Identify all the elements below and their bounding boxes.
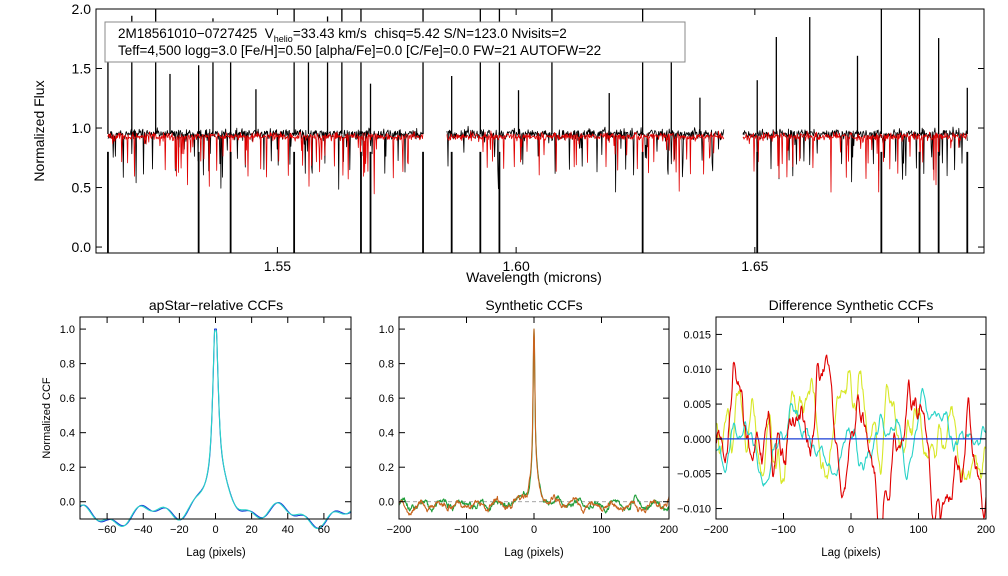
diff-ccf-axes: −200 −100 0 100 200 −0.010 −0.005 0.000 0.005 0.0… (677, 317, 995, 536)
spectrum-ylabel: Normalized Flux (31, 80, 47, 181)
synthetic-ccf-plot-area (398, 328, 670, 516)
annotation-v-subscript: helio (274, 34, 293, 44)
x-tick-label: 0 (531, 524, 537, 536)
annotation-line-2: Teff=4,500 logg=3.0 [Fe/H]=0.50 [alpha/F… (118, 43, 601, 58)
x-tick-label: 100 (909, 524, 927, 536)
annotation-box (104, 21, 686, 63)
x-tick-label: 100 (592, 524, 610, 536)
x-tick-label: 20 (246, 524, 258, 536)
apstar-ccf-ylabel: Normalized CCF (41, 377, 53, 459)
y-tick-label: 1.0 (379, 324, 394, 336)
y-tick-label: 1.0 (72, 120, 92, 136)
apstar-ccf-title: apStar−relative CCFs (149, 297, 283, 313)
x-tick-label: 1.60 (503, 258, 530, 274)
y-tick-label: 0.8 (379, 359, 394, 371)
y-tick-label: 0.2 (379, 462, 394, 474)
y-tick-label: 1.0 (60, 324, 75, 336)
y-tick-label: 0.005 (683, 399, 711, 411)
diff-ccf-title: Difference Synthetic CCFs (769, 297, 934, 313)
x-tick-label: −200 (387, 524, 412, 536)
spectrum-model-line (446, 130, 725, 192)
spectrum-panel: 1.55 1.60 1.65 0.0 0.5 1.0 1.5 2.0 2M18561010−0… (31, 1, 985, 285)
annotation-line-1: 2M18561010−0727425 Vhelio=33.43 km/s chi… (118, 26, 567, 44)
y-tick-label: 0.6 (60, 393, 75, 405)
apstar-ccf-axes: −60 −40 −20 0 20 40 60 0.0 0.2 0.4 0.6 0.8 1.0 (60, 317, 351, 536)
spectrum-observed-line (742, 126, 968, 183)
synthetic-ccf-panel: Synthetic CCFs −200 −100 0 100 200 0.0 0.2 0.4 0… (379, 297, 678, 559)
apstar-ccf-visit2-line (79, 330, 352, 530)
spectrum-model-line (742, 130, 968, 193)
diff-ccf-visit_a-line (716, 370, 986, 485)
y-tick-label: 1.5 (72, 61, 92, 77)
apstar-ccf-visit1-line (79, 328, 352, 529)
apstar-ccf-panel: apStar−relative CCFs −60 −40 −20 0 20 40 60 0.0… (41, 297, 352, 559)
y-tick-label: 2.0 (72, 1, 92, 17)
y-tick-label: 0.4 (379, 428, 394, 440)
x-tick-label: −40 (134, 524, 153, 536)
x-tick-label: 40 (282, 524, 294, 536)
x-tick-label: 0 (848, 524, 854, 536)
synthetic-ccf-visit1-line (398, 328, 670, 514)
y-tick-label: 0.015 (683, 329, 711, 341)
y-tick-label: 0.4 (60, 428, 75, 440)
y-tick-label: 0.6 (379, 393, 394, 405)
spectrum-observed-line (107, 127, 424, 190)
spectrum-xlabel: Wavelength (microns) (466, 269, 602, 285)
synthetic-ccf-title: Synthetic CCFs (485, 297, 582, 313)
apstar-ccf-plot-area (79, 328, 352, 530)
synthetic-ccf-visit2-line (398, 328, 670, 516)
y-tick-label: 0.010 (683, 364, 711, 376)
synthetic-ccf-axes: −200 −100 0 100 200 0.0 0.2 0.4 0.6 0.8 1.0 (379, 317, 678, 536)
diff-ccf-xlabel: Lag (pixels) (821, 547, 881, 559)
x-tick-label: −60 (98, 524, 117, 536)
x-tick-label: −100 (454, 524, 479, 536)
spectrum-frame (95, 8, 985, 254)
apstar-ccf-xlabel: Lag (pixels) (186, 547, 246, 559)
y-tick-label: 0.000 (683, 434, 711, 446)
annotation-star-id: 2M18561010−0727425 (118, 26, 257, 41)
y-tick-label: −0.005 (677, 469, 711, 481)
y-tick-label: 0.0 (60, 497, 75, 509)
apstar-ccf-frame (79, 316, 352, 520)
y-tick-label: 0.2 (60, 462, 75, 474)
x-tick-label: 1.65 (741, 258, 768, 274)
diff-ccf-panel: Difference Synthetic CCFs −200 −100 0 100 20… (677, 297, 995, 559)
x-tick-label: 0 (212, 524, 218, 536)
annotation-v-value: =33.43 km/s (293, 26, 367, 41)
spectrum-model-line (107, 131, 424, 195)
y-tick-label: 0.0 (72, 239, 92, 255)
diff-ccf-visit_c-line (716, 354, 986, 519)
synthetic-ccf-xlabel: Lag (pixels) (504, 547, 564, 559)
diff-ccf-plot-area (716, 354, 986, 519)
spectrum-annotation: 2M18561010−0727425 Vhelio=33.43 km/s chi… (104, 21, 686, 63)
spectrum-axes: 1.55 1.60 1.65 0.0 0.5 1.0 1.5 2.0 (72, 1, 984, 274)
y-tick-label: −0.010 (677, 504, 711, 516)
x-tick-label: −200 (704, 524, 729, 536)
x-tick-label: 60 (318, 524, 330, 536)
annotation-v-label: V (265, 26, 274, 41)
x-tick-label: 1.55 (264, 258, 291, 274)
annotation-stats: chisq=5.42 S/N=123.0 Nvisits=2 (374, 26, 567, 41)
x-tick-label: 200 (977, 524, 995, 536)
y-tick-label: 0.8 (60, 359, 75, 371)
x-tick-label: 200 (660, 524, 678, 536)
x-tick-label: −100 (771, 524, 796, 536)
diff-ccf-frame (715, 316, 987, 520)
x-tick-label: −20 (170, 524, 189, 536)
y-tick-label: 0.0 (379, 497, 394, 509)
y-tick-label: 0.5 (72, 180, 92, 196)
diff-ccf-series-group (716, 354, 986, 519)
